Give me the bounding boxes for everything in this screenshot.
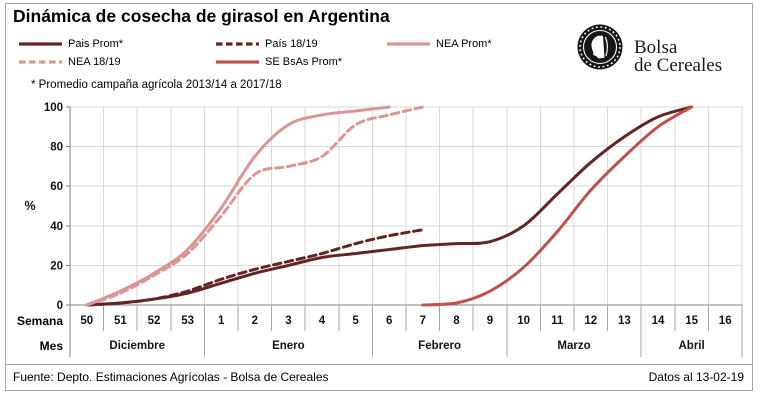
source-note: Fuente: Depto. Estimaciones Agrícolas - … bbox=[13, 370, 329, 384]
week-label: 10 bbox=[517, 315, 530, 327]
month-label: Abril bbox=[678, 340, 704, 352]
y-tick-label: 40 bbox=[50, 221, 63, 233]
y-axis-unit-label: % bbox=[24, 199, 35, 213]
legend-swatch-dashed bbox=[216, 42, 259, 46]
week-label: 2 bbox=[252, 315, 258, 327]
series-line-nea-prom bbox=[85, 105, 391, 307]
month-label: Febrero bbox=[418, 340, 461, 352]
month-label: Marzo bbox=[557, 340, 590, 352]
footnote-average-note: * Promedio campaña agrícola 2013/14 a 20… bbox=[31, 79, 282, 91]
legend-swatch-solid bbox=[387, 42, 430, 46]
y-tick-label: 20 bbox=[50, 260, 63, 272]
week-label: 53 bbox=[181, 315, 194, 327]
bolsa-de-cereales-logo: Bolsa de Cereales bbox=[577, 24, 722, 74]
legend-label: SE BsAs Prom* bbox=[265, 56, 343, 68]
figure-border bbox=[5, 3, 753, 391]
week-label: 16 bbox=[719, 315, 732, 327]
legend-item-pa-s-18-19: País 18/19 bbox=[215, 37, 318, 51]
legend-swatch-solid bbox=[19, 42, 62, 46]
week-label: 6 bbox=[386, 315, 392, 327]
series-line-pais-prom bbox=[85, 105, 694, 307]
y-tick-label: 100 bbox=[44, 102, 63, 114]
legend-label: NEA 18/19 bbox=[68, 56, 121, 68]
week-label: 13 bbox=[618, 315, 631, 327]
week-label: 9 bbox=[487, 315, 493, 327]
legend-item-pais-prom: Pais Prom* bbox=[18, 37, 123, 51]
logo-text-line2: de Cereales bbox=[634, 55, 722, 74]
logo-text-line1: Bolsa bbox=[634, 37, 678, 58]
footer-divider bbox=[5, 364, 753, 365]
y-tick-label: 0 bbox=[57, 300, 63, 312]
legend-swatch-dashed bbox=[19, 60, 62, 64]
week-label: 12 bbox=[584, 315, 597, 327]
page-title: Dinámica de cosecha de girasol en Argent… bbox=[13, 6, 390, 26]
week-label: 15 bbox=[685, 315, 698, 327]
series-line-pa-s-18-19 bbox=[85, 228, 425, 307]
legend-item-nea-18-19: NEA 18/19 bbox=[18, 55, 121, 69]
week-label: 8 bbox=[453, 315, 460, 327]
week-label: 5 bbox=[352, 315, 359, 327]
data-date-note: Datos al 13-02-19 bbox=[648, 370, 744, 384]
month-label: Diciembre bbox=[109, 340, 165, 352]
series-line-nea-18-19 bbox=[85, 105, 425, 307]
week-label: 51 bbox=[114, 315, 127, 327]
series-line-se-bsas-prom bbox=[421, 105, 694, 307]
week-label: 52 bbox=[148, 315, 161, 327]
week-label: 3 bbox=[285, 315, 291, 327]
logo-emblem-icon bbox=[577, 24, 623, 70]
week-row-label: Semana bbox=[16, 314, 63, 328]
week-label: 1 bbox=[218, 315, 225, 327]
week-label: 7 bbox=[420, 315, 426, 327]
legend-swatch-solid bbox=[216, 60, 259, 64]
legend-item-nea-prom: NEA Prom* bbox=[386, 37, 492, 51]
week-label: 11 bbox=[551, 315, 564, 327]
week-label: 50 bbox=[80, 315, 93, 327]
month-label: Enero bbox=[272, 340, 305, 352]
legend-label: Pais Prom* bbox=[68, 38, 124, 50]
week-label: 4 bbox=[319, 315, 326, 327]
week-label: 14 bbox=[652, 315, 665, 327]
y-tick-label: 60 bbox=[50, 181, 63, 193]
legend-label: País 18/19 bbox=[265, 38, 318, 50]
legend-label: NEA Prom* bbox=[436, 38, 492, 50]
y-tick-label: 80 bbox=[50, 142, 63, 154]
month-row-label: Mes bbox=[39, 339, 63, 353]
legend-item-se-bsas-prom: SE BsAs Prom* bbox=[215, 55, 342, 69]
